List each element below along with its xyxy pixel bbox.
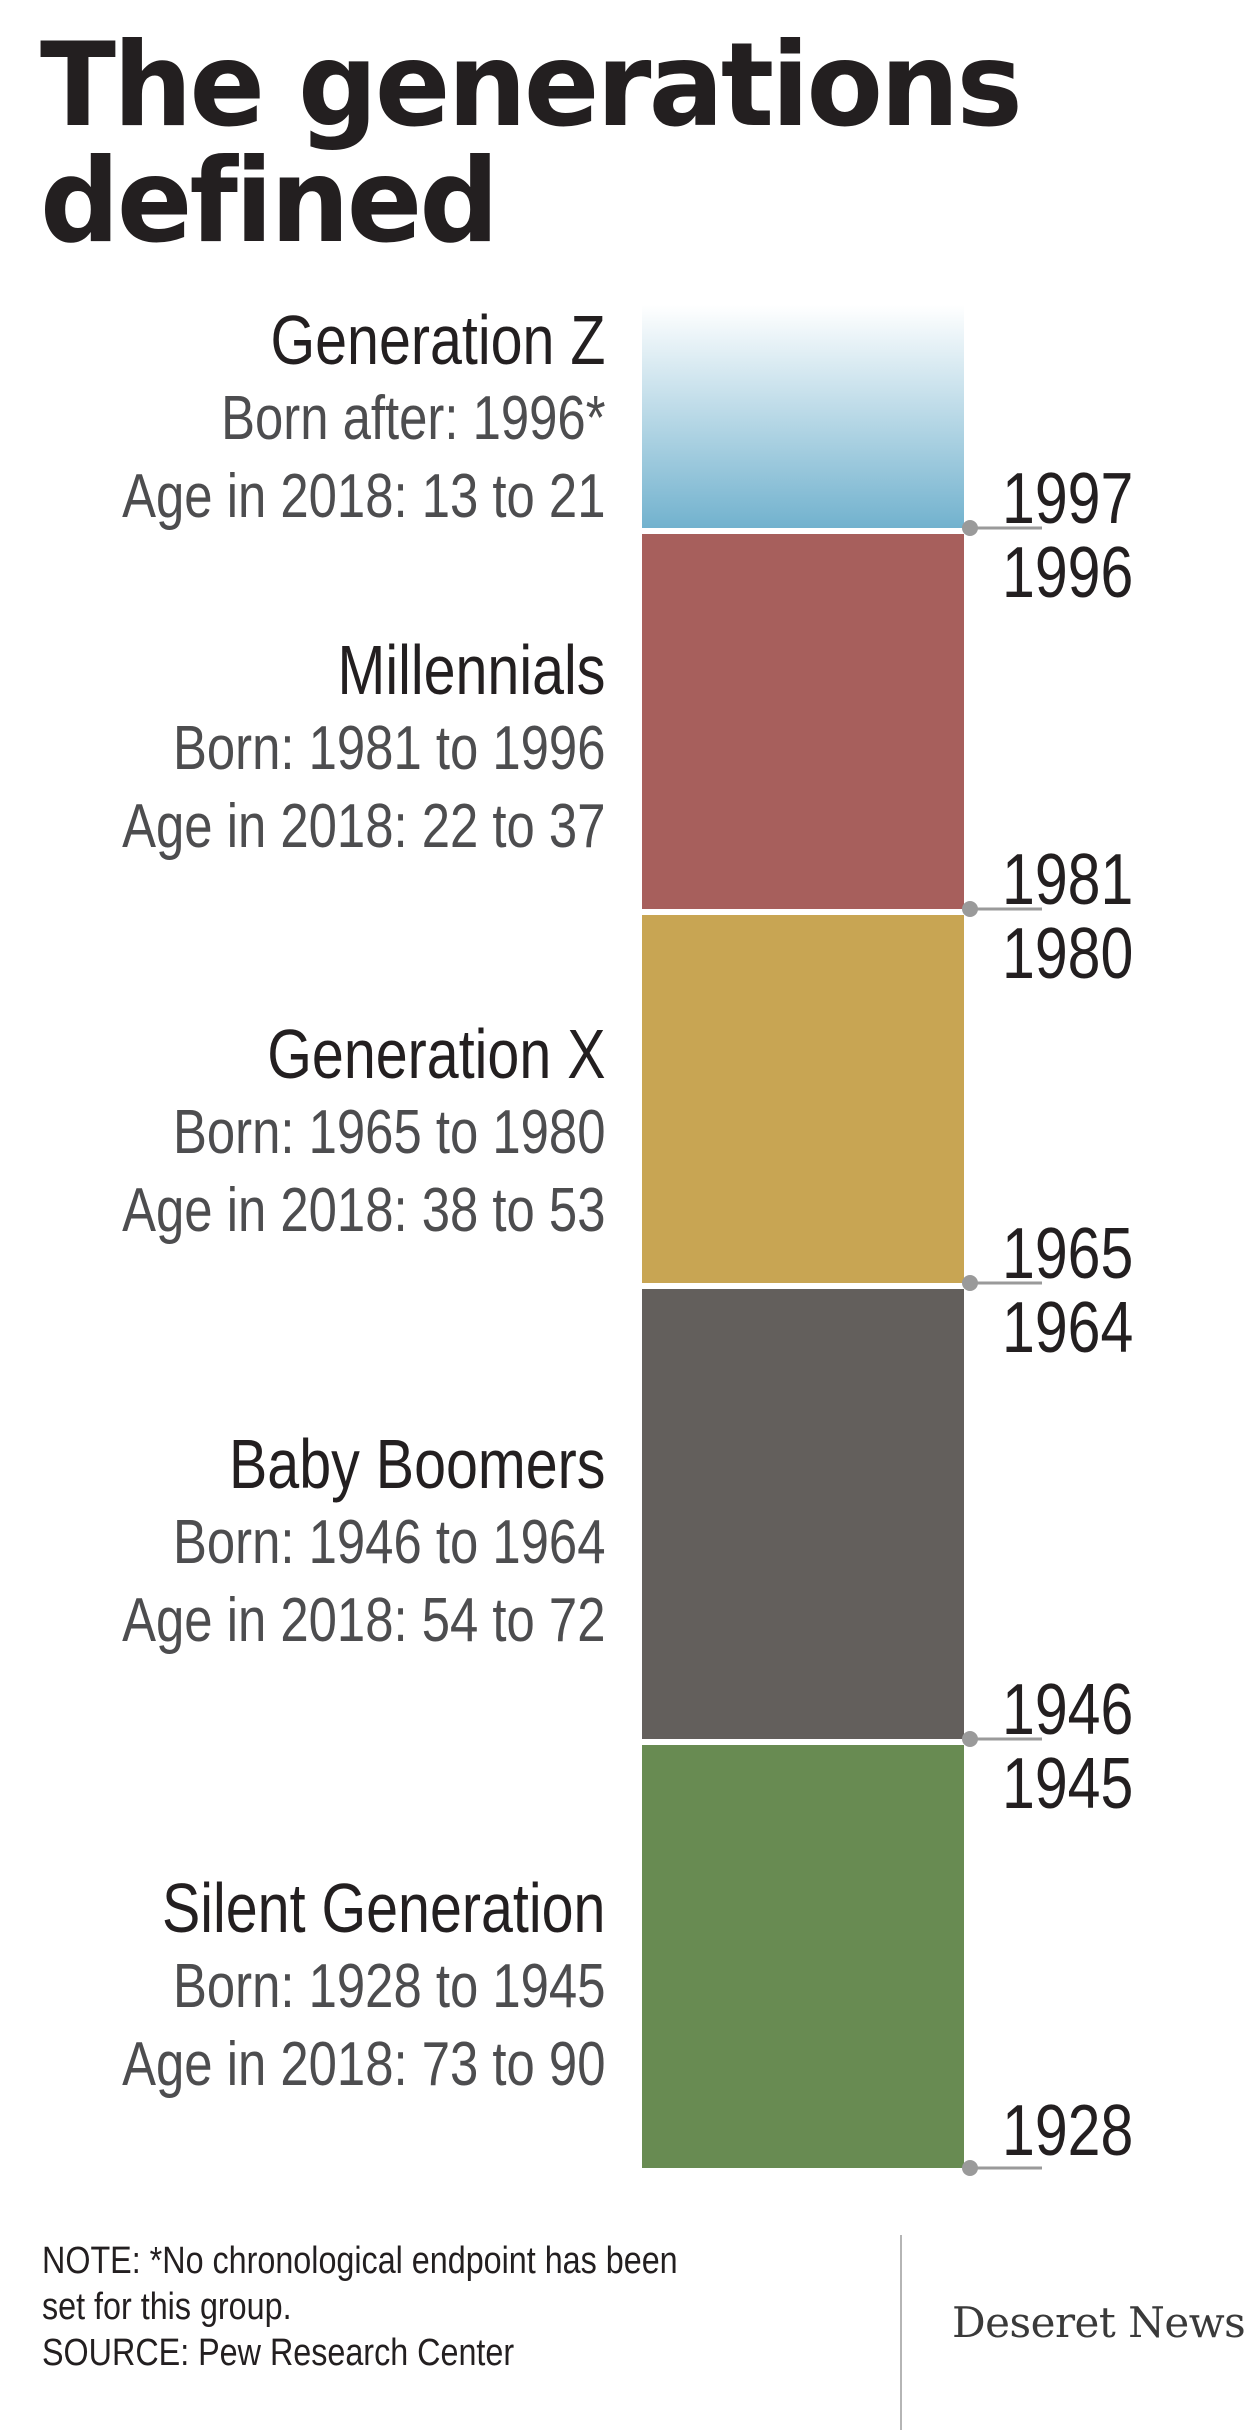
- generation-z-born: Born after: 1996*: [220, 384, 605, 453]
- silent-generation-label-block: Silent Generation Born: 1928 to 1945 Age…: [122, 1868, 605, 2104]
- millennials-born: Born: 1981 to 1996: [172, 714, 606, 783]
- silent-generation-bar: [642, 1745, 964, 2168]
- baby-boomers-label-block: Baby Boomers Born: 1946 to 1964 Age in 2…: [122, 1424, 605, 1660]
- millennials-label-block: Millennials Born: 1981 to 1996 Age in 20…: [122, 630, 605, 866]
- boundary-marker: [962, 520, 1042, 536]
- year-label-1928: 1928: [1002, 2089, 1133, 2170]
- chart-title: The generations defined: [40, 18, 1023, 269]
- note-line-1: NOTE: *No chronological endpoint has bee…: [42, 2240, 678, 2282]
- baby-boomers-name: Baby Boomers: [228, 1425, 605, 1503]
- baby-boomers-born: Born: 1946 to 1964: [172, 1508, 606, 1577]
- year-label-1945: 1945: [1002, 1742, 1133, 1823]
- year-label-1997: 1997: [1002, 457, 1133, 538]
- year-label-1946: 1946: [1002, 1668, 1133, 1749]
- generation-z-name: Generation Z: [269, 301, 605, 379]
- silent-generation-born: Born: 1928 to 1945: [172, 1952, 606, 2021]
- boundary-marker: [962, 2160, 1042, 2176]
- generation-x-name: Generation X: [266, 1015, 605, 1093]
- silent-generation-name: Silent Generation: [161, 1869, 606, 1947]
- boundary-marker: [962, 1731, 1042, 1747]
- title-line-2: defined: [40, 134, 499, 269]
- generation-z-age: Age in 2018: 13 to 21: [121, 462, 605, 531]
- year-label-1980: 1980: [1002, 912, 1133, 993]
- millennials-name: Millennials: [337, 631, 605, 709]
- year-label-1965: 1965: [1002, 1212, 1133, 1293]
- note-line-2: set for this group.: [42, 2286, 292, 2328]
- generation-x-born: Born: 1965 to 1980: [172, 1098, 606, 1167]
- source-line: SOURCE: Pew Research Center: [42, 2332, 515, 2374]
- baby-boomers-age: Age in 2018: 54 to 72: [121, 1586, 605, 1655]
- boundary-marker: [962, 901, 1042, 917]
- year-label-1981: 1981: [1002, 838, 1133, 919]
- year-label-1964: 1964: [1002, 1286, 1133, 1367]
- millennials-age: Age in 2018: 22 to 37: [121, 792, 605, 861]
- title-line-1: The generations: [40, 18, 1023, 153]
- generation-x-bar: [642, 915, 964, 1283]
- footer-note: NOTE: *No chronological endpoint has bee…: [42, 2238, 688, 2376]
- generation-z-label-block: Generation Z Born after: 1996* Age in 20…: [122, 300, 605, 536]
- generation-z-bar: [642, 305, 964, 528]
- boundary-marker: [962, 1275, 1042, 1291]
- generation-x-age: Age in 2018: 38 to 53: [121, 1176, 605, 1245]
- generation-x-label-block: Generation X Born: 1965 to 1980 Age in 2…: [122, 1014, 605, 1250]
- baby-boomers-bar: [642, 1289, 964, 1739]
- deseret-news-logo: Deseret News: [952, 2298, 1246, 2347]
- footer-divider: [900, 2235, 902, 2430]
- year-label-1996: 1996: [1002, 531, 1133, 612]
- silent-generation-age: Age in 2018: 73 to 90: [121, 2030, 605, 2099]
- millennials-bar: [642, 534, 964, 909]
